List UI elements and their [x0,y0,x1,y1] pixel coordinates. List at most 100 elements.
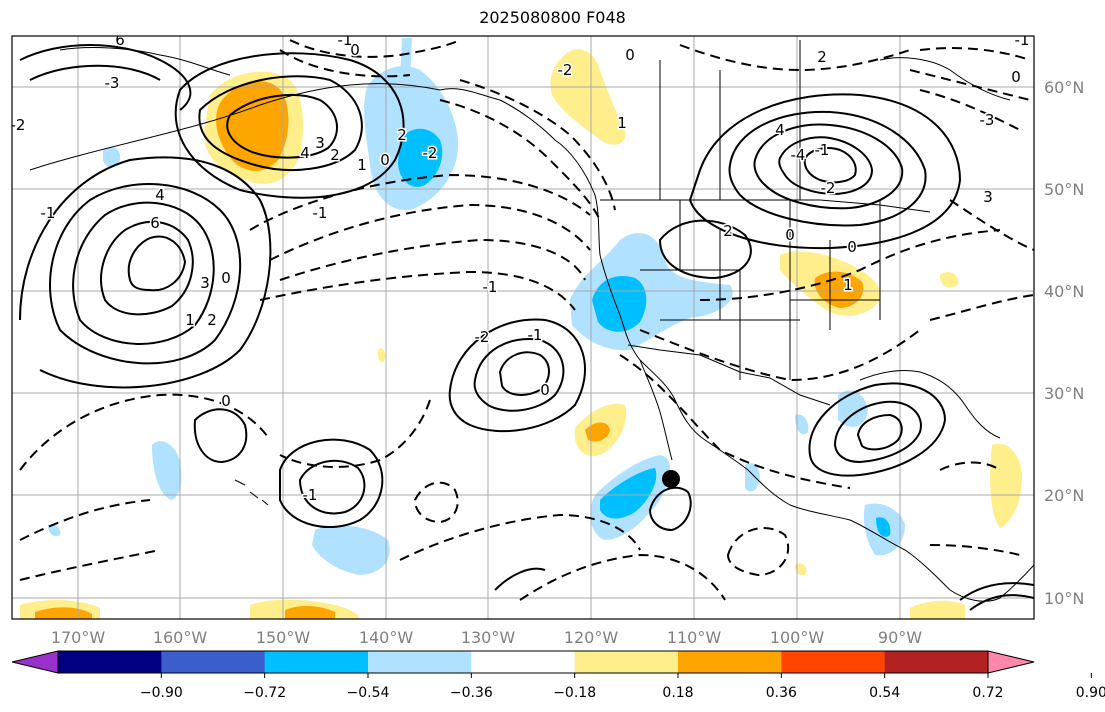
contour-label: 0 [380,151,390,169]
contour-dashed [19,549,161,581]
latitude-tick-label: 60°N [1044,78,1084,97]
contour-solid [856,413,903,451]
shade-negative [48,524,61,537]
shade-positive [550,49,626,145]
longitude-labels: 170°W 160°W 150°W 140°W 130°W 120°W 110°W 100°W… [51,628,922,647]
longitude-tick-label: 170°W [51,628,106,647]
contour-label: -1 [313,204,328,222]
contour-dashed [459,79,616,211]
contour-solid [753,123,904,210]
colorbar-segment [264,651,369,673]
contour-solid [959,582,1034,601]
longitude-tick-label: 130°W [461,628,516,647]
contour-label: 0 [847,238,857,256]
shade-negative [152,441,182,500]
contour-solid [226,94,339,159]
contour-dashed [279,399,431,468]
contour-label: -1 [41,204,56,222]
contour-solid [648,486,692,532]
contour-label: -2 [558,61,573,79]
shade-negative-strong [592,276,647,332]
contour-dashed [929,544,1021,556]
contour-label: 0 [540,381,550,399]
colorbar-tick-label: 0.36 [766,685,797,701]
contour-label: 0 [350,41,360,59]
contour-label: -1 [528,326,543,344]
contour-label: 2 [330,146,340,164]
longitude-tick-label: 100°W [770,628,825,647]
contour-label: 2 [207,311,217,329]
latitude-tick-label: 20°N [1044,486,1084,505]
contour-label: -1 [815,141,830,159]
shade-negative [838,390,868,427]
colorbar: −0.90 −0.72 −0.54 −0.36 −0.18 0.18 0.36 0.54 0.7… [11,650,1105,701]
colorbar-tick-label: 0.90 [1076,685,1105,701]
contour-dashed [639,329,921,382]
contour-solid [193,408,248,464]
colorbar-segment [471,651,576,673]
contour-dashed [699,229,1001,301]
contour-label: 4 [775,121,785,139]
contour-dashed [279,238,586,281]
latitude-tick-label: 50°N [1044,180,1084,199]
contour-dashed [679,44,911,72]
colorbar-extend-low [11,650,59,674]
colorbar-extend-high [987,650,1035,674]
colorbar-tick-label: −0.90 [140,685,183,701]
contour-solid [778,136,874,196]
contour-dashed [279,49,411,78]
contour-label: 0 [221,392,231,410]
shade-negative [312,525,390,575]
colorbar-tick-label: 0.18 [662,685,693,701]
contour-solid [127,235,187,292]
contour-solid [494,567,546,591]
colorbar-segment [574,651,679,673]
colorbar-segment [678,651,782,673]
longitude-tick-label: 150°W [256,628,311,647]
contour-solid [803,147,857,184]
contour-dashed [919,89,1021,131]
colorbar-segment [781,651,886,673]
coastline-alaska [29,83,441,171]
contour-dashed [949,199,1034,251]
contour-solid [279,438,384,528]
contour-dashed [413,481,459,524]
contour-lines [19,39,1034,611]
colorbar-tick-label: −0.18 [553,685,596,701]
shade-positive [377,348,386,363]
contour-solid [72,201,215,345]
island-hawaii [234,479,269,506]
colorbar-tick-label: 0.54 [869,685,900,701]
contour-label: 1 [843,276,853,294]
contour-dashed [939,461,1001,471]
colorbar-segment [58,651,162,673]
contour-label: -2 [11,116,26,134]
border-state [679,200,881,380]
contour-solid [473,338,565,412]
contour-label: 4 [300,144,310,162]
latitude-labels: 60°N 50°N 40°N 30°N 20°N 10°N [1044,78,1084,608]
colorbar-segment [161,651,266,673]
shade-negative [103,146,121,168]
map-frame [11,35,1035,620]
contour-solid [728,110,927,227]
shade-positive [990,443,1022,528]
contour-solid [688,93,962,250]
shade-negative-strong [398,128,443,187]
contour-solid [833,400,922,464]
contour-label: 0 [625,46,635,64]
shade-positive-strong [285,606,335,619]
contour-solid [498,351,550,396]
contour-label: 6 [150,214,160,232]
contour-dashed [726,526,790,577]
contour-label: -2 [423,144,438,162]
longitude-tick-label: 110°W [667,628,722,647]
contour-label: 0 [785,226,795,244]
border-state [640,269,880,321]
contour-label: -2 [821,179,836,197]
shade-negative [795,414,809,435]
latitude-tick-label: 30°N [1044,384,1084,403]
shade-negative-strong [876,517,891,537]
